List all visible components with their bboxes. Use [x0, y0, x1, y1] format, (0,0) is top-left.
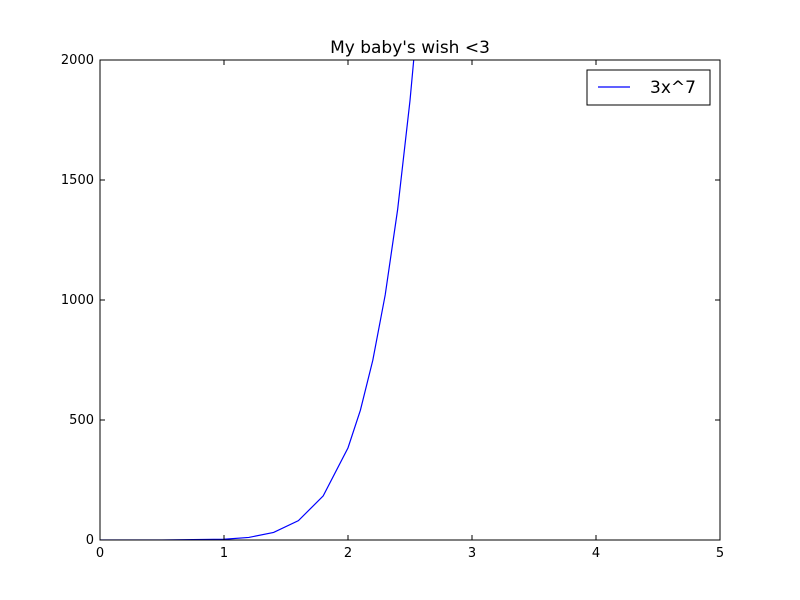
- x-tick-label-5: 5: [716, 546, 724, 561]
- plot-area: [100, 60, 415, 540]
- chart-title: My baby's wish <3: [330, 38, 490, 58]
- series-line-0: [100, 60, 415, 540]
- y-tick-label-2: 1000: [61, 293, 94, 308]
- axes-frame: [99, 59, 721, 541]
- x-tick-label-4: 4: [592, 546, 600, 561]
- x-tick-label-3: 3: [468, 546, 476, 561]
- y-tick-label-4: 2000: [61, 53, 94, 68]
- legend: 3x^7: [586, 69, 711, 106]
- legend-label: 3x^7: [650, 78, 696, 98]
- y-tick-label-3: 1500: [61, 173, 94, 188]
- x-tick-label-2: 2: [344, 546, 352, 561]
- x-tick-label-0: 0: [96, 546, 104, 561]
- axis-ticks: 0 1 2 3 4 5 0 500 1000 1500 2000: [61, 53, 724, 561]
- x-tick-label-1: 1: [220, 546, 228, 561]
- y-tick-label-1: 500: [69, 413, 94, 428]
- y-tick-label-0: 0: [86, 533, 94, 548]
